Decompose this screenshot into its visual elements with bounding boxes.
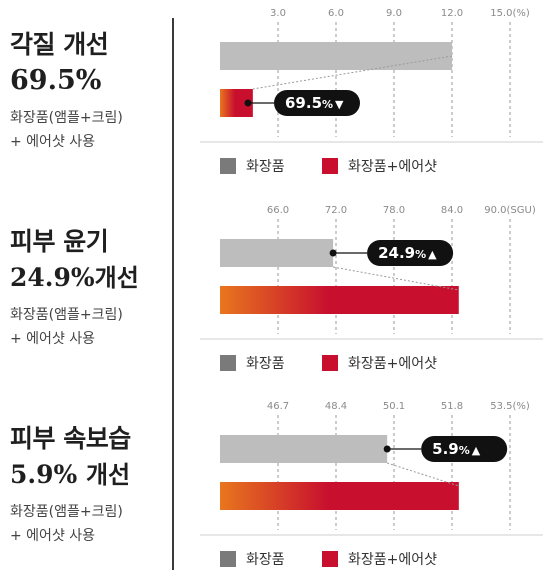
callout-dot (383, 445, 391, 453)
legend-label-cosmetic-plus-aircut: 화장품+에어샷 (348, 159, 437, 175)
tick-label: 3.0 (270, 8, 286, 19)
callout-dot (329, 249, 337, 257)
panel-2-title: 피부 윤기 (10, 227, 109, 256)
tick-label: 78.0 (383, 205, 405, 216)
panel-2-subtitle-line2: + 에어샷 사용 (10, 331, 96, 347)
panel-3-subtitle-line2: + 에어샷 사용 (10, 528, 96, 544)
legend-label-cosmetic: 화장품 (246, 552, 285, 568)
connector-line (252, 55, 453, 90)
tick-label: 12.0 (441, 8, 463, 19)
callout-value: 69.5% ▼ (285, 94, 344, 112)
bar-cosmetic (220, 435, 388, 463)
callout-pill (274, 90, 360, 116)
tick-label: 9.0 (386, 8, 402, 19)
panel-2-percent: 24.9% (10, 263, 95, 292)
tick-label: 6.0 (328, 8, 344, 19)
callout-arrow: ▼ (335, 98, 344, 111)
chart-skin-moisture: 46.7 48.4 50.1 51.8 53.5(%) 5.9% ▲ 화장품 화장품+에어샷 (200, 401, 543, 568)
panel-3-improve-word: 개선 (85, 461, 131, 489)
tick-label: 46.7 (267, 401, 289, 412)
tick-label: 72.0 (325, 205, 347, 216)
callout-value: 24.9% ▲ (378, 244, 437, 262)
panel-1-subtitle-line1: 화장품(앰플+크림) (10, 110, 123, 126)
panel-3-subtitle-line1: 화장품(앰플+크림) (10, 504, 123, 520)
bar-cosmetic (220, 42, 452, 70)
panel-1-subtitle-line2: + 에어샷 사용 (10, 134, 96, 150)
legend-swatch-cosmetic-plus-aircut (322, 355, 338, 371)
callout-arrow: ▲ (472, 444, 481, 457)
legend-label-cosmetic: 화장품 (246, 159, 285, 175)
callout-pill (421, 436, 508, 462)
legend-swatch-cosmetic-plus-aircut (322, 551, 338, 567)
connector-line (387, 462, 459, 487)
callout-unit: % (322, 98, 333, 111)
panel-2-subtitle: 화장품(앰플+크림) + 에어샷 사용 (10, 303, 139, 351)
panel-1-subtitle: 화장품(앰플+크림) + 에어샷 사용 (10, 106, 123, 154)
panel-3-title-line2: 5.9% 개선 (10, 456, 131, 494)
vertical-divider (172, 18, 174, 570)
panel-2-improve-word: 개선 (94, 264, 139, 292)
panel-3-title: 피부 속보습 (10, 424, 131, 453)
panel-1-percent: 69.5% (10, 65, 102, 96)
legend-label-cosmetic-plus-aircut: 화장품+에어샷 (348, 356, 437, 372)
bar-cosmetic-plus-aircut (220, 286, 459, 314)
callout-value: 5.9% ▲ (432, 440, 481, 458)
bar-cosmetic-plus-aircut (220, 482, 459, 510)
chart-exfoliation: 3.0 6.0 9.0 12.0 15.0(%) 69.5% ▼ 화장품 화장품+에어샷 (200, 8, 543, 175)
legend-label-cosmetic: 화장품 (246, 356, 285, 372)
panel-3-heading: 피부 속보습 5.9% 개선 화장품(앰플+크림) + 에어샷 사용 (10, 422, 131, 548)
legend-swatch-cosmetic (220, 158, 236, 174)
callout-pill (367, 240, 454, 266)
tick-label: 51.8 (441, 401, 463, 412)
bar-cosmetic (220, 239, 334, 267)
legend-label-cosmetic-plus-aircut: 화장품+에어샷 (348, 552, 437, 568)
legend-swatch-cosmetic-plus-aircut (322, 158, 338, 174)
panel-2-title-line2: 24.9%개선 (10, 259, 139, 297)
tick-label: 66.0 (267, 205, 289, 216)
tick-label: 48.4 (325, 401, 347, 412)
callout-unit: % (459, 444, 470, 457)
callout-unit: % (415, 248, 426, 261)
tick-label: 50.1 (383, 401, 405, 412)
panel-1-title: 각질 개선 (10, 30, 109, 59)
connector-line (333, 266, 459, 291)
tick-label: 53.5(%) (490, 401, 530, 412)
panel-2-heading: 피부 윤기 24.9%개선 화장품(앰플+크림) + 에어샷 사용 (10, 225, 139, 351)
legend-swatch-cosmetic (220, 551, 236, 567)
legend-swatch-cosmetic (220, 355, 236, 371)
panel-2-subtitle-line1: 화장품(앰플+크림) (10, 307, 123, 323)
panel-3-subtitle: 화장품(앰플+크림) + 에어샷 사용 (10, 500, 131, 548)
callout-arrow: ▲ (428, 248, 437, 261)
callout-dot (244, 99, 252, 107)
panel-1-heading: 각질 개선 69.5% 화장품(앰플+크림) + 에어샷 사용 (10, 28, 123, 154)
tick-label: 15.0(%) (490, 8, 530, 19)
chart-skin-gloss: 66.0 72.0 78.0 84.0 90.0(SGU) 24.9% ▲ 화장품 화장품+에어… (200, 205, 543, 372)
tick-label: 90.0(SGU) (484, 205, 536, 216)
tick-label: 84.0 (441, 205, 463, 216)
panel-3-percent: 5.9% (10, 460, 78, 489)
